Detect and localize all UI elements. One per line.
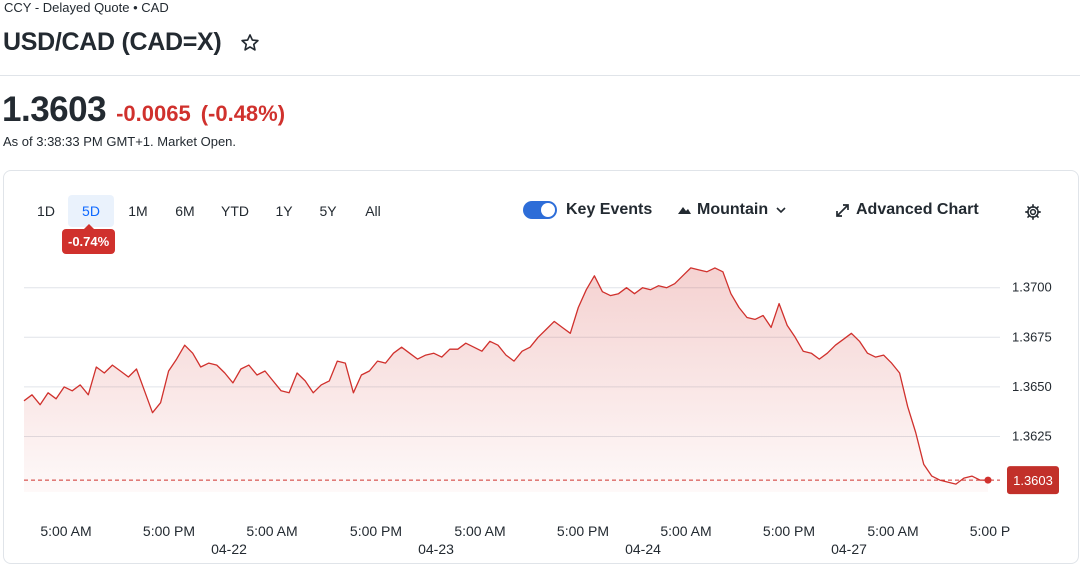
range-selector: 1D 5D 1M 6M YTD 1Y 5Y All [28, 195, 398, 227]
x-time-label: 5:00 AM [40, 523, 91, 539]
quote-timestamp: As of 3:38:33 PM GMT+1. Market Open. [3, 134, 237, 149]
advanced-chart-button[interactable]: Advanced Chart [835, 201, 979, 219]
x-date-label: 04-23 [418, 541, 454, 557]
quote-row: 1.3603 -0.0065 (-0.48%) [2, 90, 285, 130]
quote-subheader: CCY - Delayed Quote • CAD [4, 0, 169, 15]
x-axis: 5:00 AM 5:00 PM 5:00 AM 5:00 PM 5:00 AM 5:00 … [40, 523, 1010, 557]
key-events-label: Key Events [566, 201, 653, 218]
price-change-percent: (-0.48%) [200, 101, 286, 126]
range-1d[interactable]: 1D [37, 203, 55, 219]
page-title: USD/CAD (CAD=X) [3, 28, 222, 56]
header-divider [0, 75, 1080, 76]
toggle-knob [541, 203, 555, 217]
chart-type-dropdown[interactable]: Mountain [677, 201, 787, 219]
toggle-switch[interactable] [523, 201, 557, 219]
range-1y[interactable]: 1Y [275, 203, 293, 219]
x-time-label: 5:00 PM [350, 523, 402, 539]
x-time-label: 5:00 AM [867, 523, 918, 539]
gear-icon[interactable] [1024, 203, 1042, 221]
range-1m[interactable]: 1M [128, 203, 148, 219]
y-tick-label: 1.3700 [1012, 280, 1052, 295]
x-time-label: 5:00 PM [557, 523, 609, 539]
expand-arrows-icon [836, 203, 849, 217]
x-time-label: 5:00 PM [143, 523, 195, 539]
x-time-label: 5:00 AM [246, 523, 297, 539]
x-date-label: 04-22 [211, 541, 247, 557]
range-all[interactable]: All [365, 203, 381, 219]
last-price-dot [984, 476, 992, 484]
y-tick-label: 1.3650 [1012, 379, 1052, 394]
last-price-label: 1.3603 [1013, 473, 1053, 488]
mountain-icon [678, 207, 691, 214]
x-time-label: 5:00 PM [763, 523, 815, 539]
x-time-label: 5:00 AM [660, 523, 711, 539]
range-6m[interactable]: 6M [175, 203, 195, 219]
x-time-label: 5:00 AM [454, 523, 505, 539]
chart-type-label: Mountain [697, 201, 769, 218]
x-date-label: 04-24 [625, 541, 661, 557]
range-change-badge: -0.74% [62, 224, 116, 254]
chevron-down-icon [776, 207, 786, 214]
x-date-label: 04-27 [831, 541, 867, 557]
star-outline-icon[interactable] [239, 32, 261, 54]
current-price: 1.3603 [2, 90, 107, 129]
range-5d[interactable]: 5D [68, 195, 114, 227]
key-events-toggle[interactable]: Key Events [523, 201, 652, 219]
price-area [24, 267, 988, 492]
range-5y[interactable]: 5Y [319, 203, 337, 219]
price-change: -0.0065 [116, 101, 191, 126]
title-row: USD/CAD (CAD=X) [3, 28, 261, 57]
y-tick-label: 1.3625 [1012, 428, 1052, 443]
advanced-chart-label: Advanced Chart [856, 201, 979, 218]
last-price-badge: 1.3603 [1007, 466, 1059, 495]
x-time-label: 5:00 P [970, 523, 1010, 539]
range-ytd[interactable]: YTD [221, 203, 249, 219]
y-tick-label: 1.3675 [1012, 329, 1052, 344]
price-line [23, 267, 988, 485]
y-axis: 1.3700 1.3675 1.3650 1.3625 [1012, 280, 1052, 444]
